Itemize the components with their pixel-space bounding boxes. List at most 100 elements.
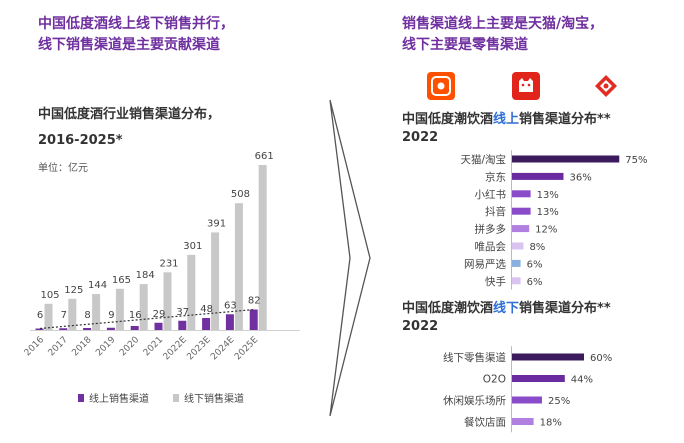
x-tick-label: 2023E [185,335,213,363]
offline-title-highlight: 线下 [493,301,520,316]
legend-swatch-offline [173,393,179,402]
chevron-arrow-icon [329,99,371,417]
offline-bar [44,303,53,330]
x-tick-label: 2019 [94,335,117,358]
legend-label-offline: 线下销售渠道 [184,394,244,405]
offline-value-label: 301 [183,241,202,252]
offline-category-label: 线下零售渠道 [443,351,506,364]
online-value-label: 48 [200,304,213,315]
online-bar [512,207,531,215]
online-bar [202,318,211,330]
left-headline-line-1: 中国低度酒线上线下销售并行， [38,16,234,32]
x-tick-label: 2018 [70,335,93,358]
online-bar [178,320,187,330]
right-headline: 销售渠道线上主要是天猫/淘宝， 线下主要是零售渠道 [402,14,603,56]
legend-item-offline: 线下销售渠道 [173,390,244,405]
offline-category-label: 休闲娱乐场所 [443,394,506,407]
offline-title-pre: 中国低度潮饮酒 [402,301,494,316]
offline-bar [115,288,124,330]
online-bar [512,242,524,250]
taobao-logo-icon [427,72,455,100]
pinduoduo-logo-icon [592,72,620,100]
online-value-label: 29 [153,309,166,320]
online-title-highlight: 线上 [493,112,520,127]
legend-item-online: 线上销售渠道 [78,390,149,405]
online-chart-title: 中国低度潮饮酒线上销售渠道分布** 2022 [402,111,611,147]
online-bar [249,309,258,330]
left-headline-line-2: 线下销售渠道是主要贡献渠道 [38,37,220,53]
online-value-label: 37 [176,307,189,318]
offline-channel-chart: 线下零售渠道 60% O2O 44% 休闲娱乐场所 25% 餐饮店面 18% [443,346,612,433]
online-title-post: 销售渠道分布** [519,112,611,127]
online-bar [154,322,163,330]
online-category-label: 拼多多 [475,223,507,236]
online-value-label: 8 [84,310,90,321]
offline-bar [234,203,243,330]
offline-bar [512,396,542,404]
online-value-label: 7 [61,310,67,321]
offline-bar [187,254,196,330]
online-value-label: 13% [537,207,559,218]
left-headline: 中国低度酒线上线下销售并行， 线下销售渠道是主要贡献渠道 [38,14,234,56]
left-chart-title-line-1: 中国低度酒行业销售渠道分布， [38,107,221,122]
x-tick-label: 2017 [47,335,70,358]
online-value-label: 82 [248,296,261,307]
offline-value-label: 165 [112,275,131,286]
online-value-label: 75% [625,155,647,166]
right-headline-line-2: 线下主要是零售渠道 [402,37,528,53]
online-category-label: 京东 [485,170,506,183]
online-value-label: 12% [535,225,557,236]
offline-value-label: 661 [255,151,274,162]
x-tick-label: 2016 [23,335,46,358]
online-bar [35,328,44,330]
offline-title-post: 销售渠道分布** [519,301,611,316]
tmall-logo-icon [512,72,540,100]
offline-value-label: 144 [88,280,107,291]
online-bar [83,328,92,330]
online-bar [512,277,521,285]
online-value-label: 6 [37,310,43,321]
online-bar [512,155,620,163]
online-category-label: 网易严选 [464,257,506,270]
offline-bar [92,294,101,330]
online-value-label: 8% [529,242,545,253]
offline-value-label: 44% [571,375,593,386]
offline-value-label: 184 [136,270,155,281]
offline-title-year: 2022 [402,319,439,334]
offline-value-label: 105 [40,290,59,301]
online-category-label: 唯品会 [475,240,507,253]
online-bar [130,326,139,330]
offline-bar [211,232,220,330]
online-bar [512,190,531,198]
offline-bar [68,298,77,330]
right-headline-line-1: 销售渠道线上主要是天猫/淘宝， [402,16,604,32]
legend-swatch-online [78,393,84,402]
offline-bar [512,418,534,425]
x-tick-label: 2025E [233,335,261,363]
online-bar [106,327,115,330]
online-value-label: 13% [537,190,559,201]
offline-value-label: 60% [590,353,612,364]
offline-bar [139,284,148,330]
offline-value-label: 18% [540,418,562,429]
online-value-label: 36% [569,172,591,183]
x-tick-label: 2022E [162,335,190,363]
unit-label: 单位：亿元 [38,163,88,174]
online-value-label: 9 [108,310,114,321]
online-bar [59,328,68,330]
offline-value-label: 231 [159,258,178,269]
online-bar [512,225,530,233]
online-category-label: 小红书 [475,188,507,201]
online-category-label: 天猫/淘宝 [460,153,506,166]
online-value-label: 16 [129,310,142,321]
x-tick-label: 2020 [118,335,141,358]
left-chart-title: 中国低度酒行业销售渠道分布， 2016-2025* [38,104,220,152]
online-title-pre: 中国低度潮饮酒 [402,112,494,127]
online-category-label: 快手 [485,275,506,288]
offline-bar [258,165,267,330]
online-bar [512,172,564,180]
offline-category-label: 餐饮店面 [464,416,506,429]
online-value-label: 6% [527,277,543,288]
offline-category-label: O2O [483,374,506,386]
online-bar [225,314,234,330]
